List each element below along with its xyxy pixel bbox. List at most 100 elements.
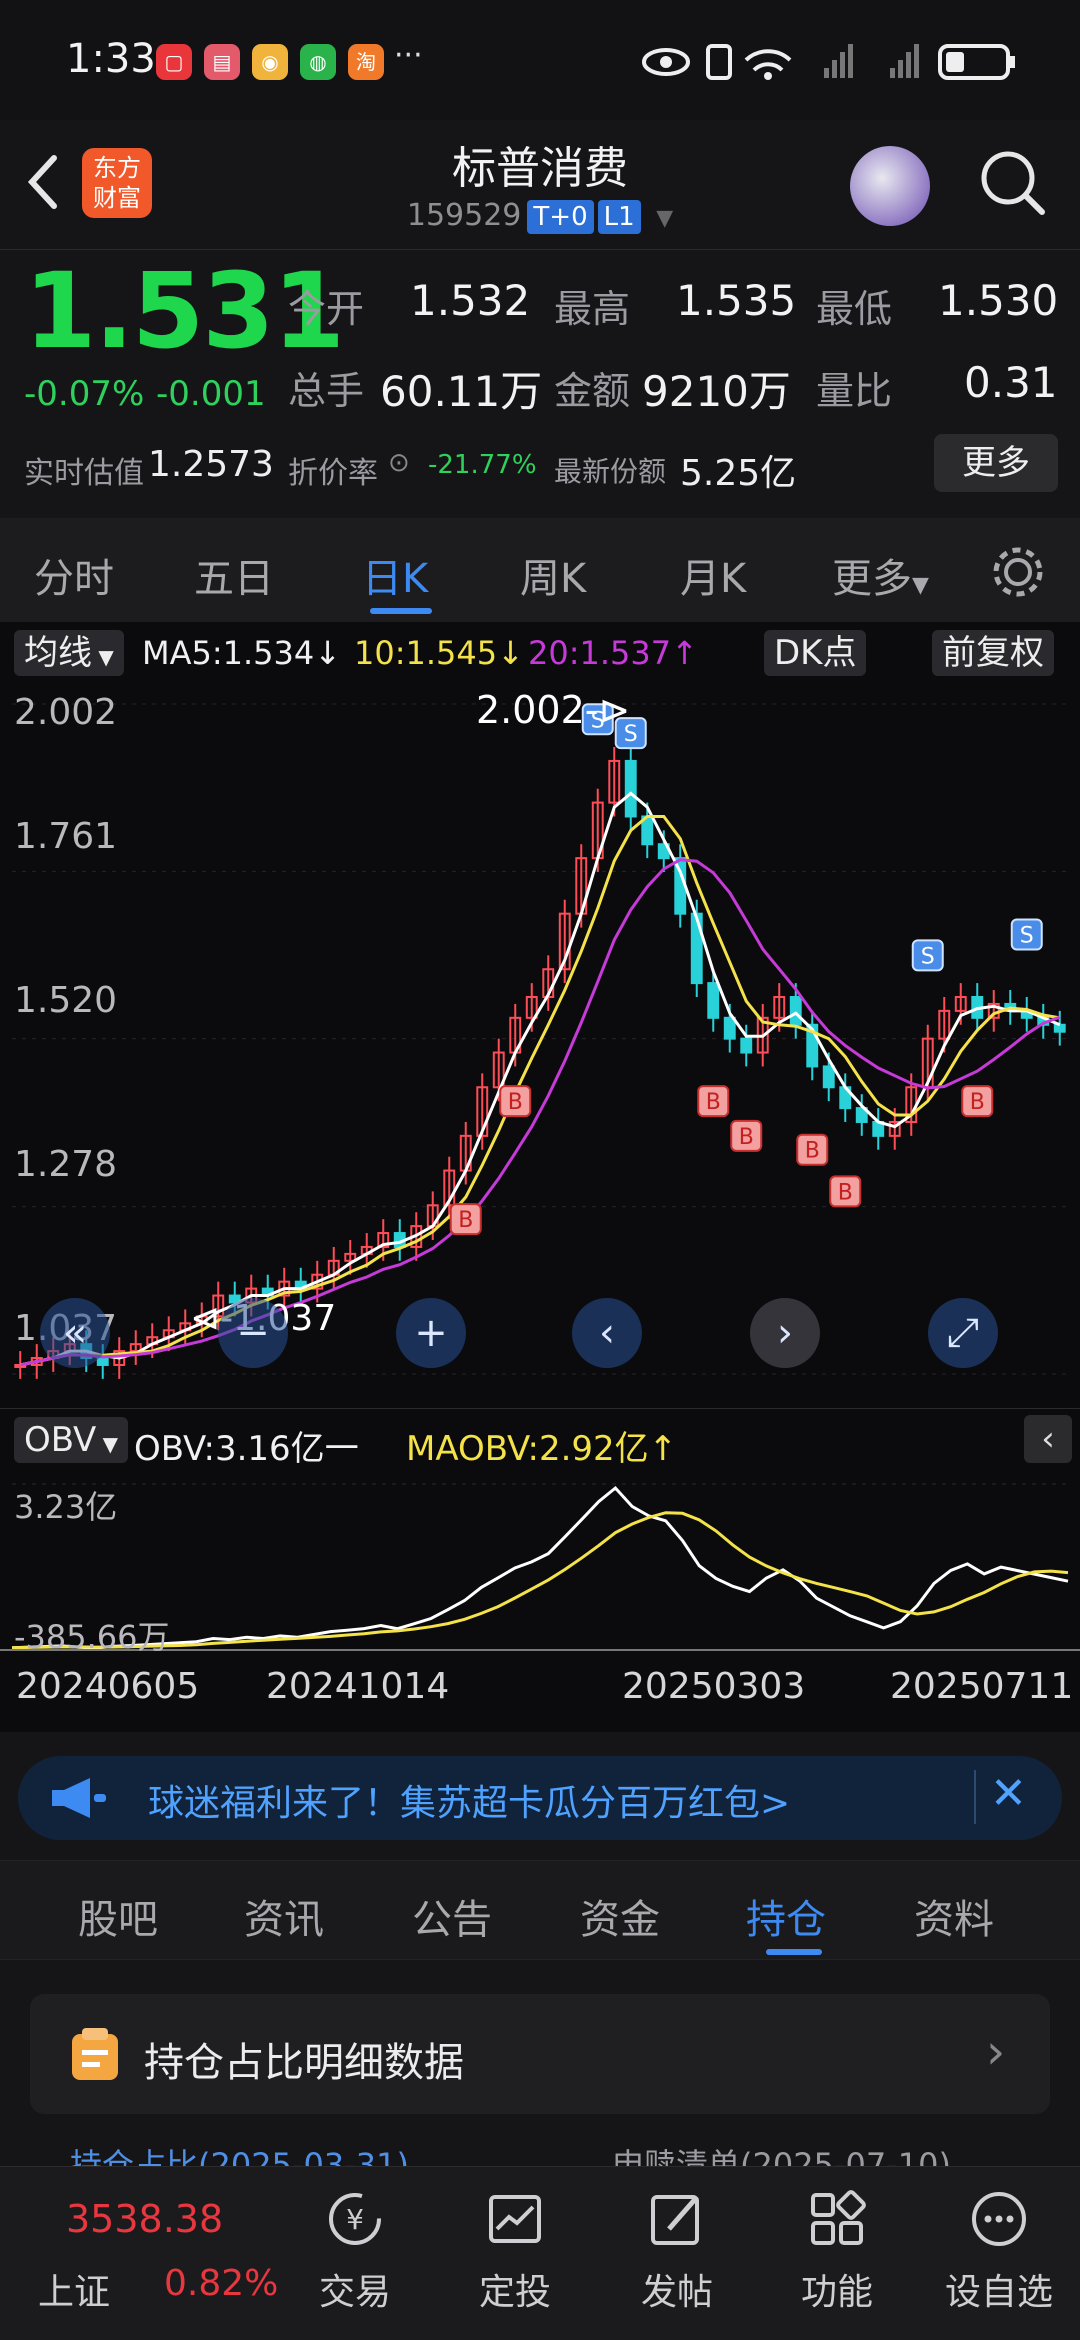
obv-select[interactable]: OBV ▼ xyxy=(14,1417,129,1463)
fullscreen-icon[interactable]: ⤢ xyxy=(928,1298,998,1368)
nav-trade[interactable]: ¥ 交易 xyxy=(280,2167,430,2340)
buy-marker xyxy=(499,1085,532,1118)
nav-functions[interactable]: 功能 xyxy=(762,2167,912,2340)
candle-body xyxy=(822,1065,835,1089)
info-icon[interactable]: ⊙ xyxy=(388,448,410,478)
buy-marker-letter: B xyxy=(970,1090,985,1115)
pan-left-icon[interactable]: ‹ xyxy=(572,1298,642,1368)
index-value[interactable]: 3538.38 xyxy=(66,2197,224,2241)
tab-five-day[interactable]: 五日 xyxy=(194,556,274,602)
search-icon[interactable] xyxy=(978,148,1048,218)
megaphone-icon xyxy=(52,1778,106,1818)
ma20-line xyxy=(19,858,1061,1367)
tab-news[interactable]: 资讯 xyxy=(244,1897,324,1943)
settings-gear-icon[interactable] xyxy=(988,542,1048,602)
tab-announcements[interactable]: 公告 xyxy=(412,1897,492,1943)
tab-weekly-k[interactable]: 周K xyxy=(520,556,587,602)
buy-marker-letter: B xyxy=(458,1208,473,1233)
iopv-label: 实时估值 xyxy=(24,456,144,491)
stock-code-row[interactable]: 159529 T+0 L1 ▼ xyxy=(0,198,1080,234)
back-arrow-icon[interactable] xyxy=(22,152,62,212)
watchlist-dots-icon xyxy=(972,2192,1026,2246)
status-bar: 1:33 ▢ ▤ ◉ ◍ 淘 ··· xyxy=(0,0,1080,120)
caret-down-icon: ▼ xyxy=(912,573,929,598)
candle-body xyxy=(723,1016,736,1040)
tab-monthly-k[interactable]: 月K xyxy=(680,556,747,602)
index-name[interactable]: 上证 xyxy=(38,2272,111,2313)
y-tick-label: 2.002 xyxy=(14,692,118,733)
page-title[interactable]: 标普消费 xyxy=(452,143,628,194)
nav-watchlist-label: 设自选 xyxy=(944,2272,1053,2313)
collapse-arrow-icon[interactable]: ‹ xyxy=(1024,1415,1072,1463)
caret-down-icon: ▼ xyxy=(92,645,114,669)
index-change[interactable]: 0.82% xyxy=(164,2263,279,2304)
tab-holdings[interactable]: 持仓 xyxy=(746,1897,826,1943)
amount-value: 9210万 xyxy=(642,367,791,416)
low-value: 1.530 xyxy=(938,276,1059,325)
status-time: 1:33 xyxy=(66,36,156,82)
buy-marker-letter: B xyxy=(838,1180,853,1205)
adjust-button[interactable]: 前复权 xyxy=(932,630,1054,676)
candle-body xyxy=(707,982,720,1019)
tab-profile[interactable]: 资料 xyxy=(914,1897,994,1943)
discount-label: 折价率 xyxy=(288,456,378,491)
tab-intraday[interactable]: 分时 xyxy=(34,556,114,602)
candle-body xyxy=(938,1009,951,1040)
close-icon[interactable]: ✕ xyxy=(990,1768,1027,1819)
sell-marker xyxy=(1010,918,1043,951)
nav-post[interactable]: 发帖 xyxy=(602,2167,752,2340)
dk-point-button[interactable]: DK点 xyxy=(764,630,867,676)
weibo-app-icon: ◉ xyxy=(252,44,288,80)
obv-top-tick: 3.23亿 xyxy=(14,1488,118,1526)
kline-chart-panel[interactable]: 均线 ▼ MA5:1.534↓ 10:1.545↓ 20:1.537↑ DK点 … xyxy=(0,622,1080,1732)
eastmoney-logo[interactable]: 东方财富 xyxy=(82,148,152,218)
buy-marker-letter: B xyxy=(739,1125,754,1150)
tab-more[interactable]: 更多▼ xyxy=(832,546,929,604)
rewind-icon[interactable]: « xyxy=(40,1298,110,1368)
maobv-line xyxy=(11,1511,1069,1650)
info-tabs: 股吧 资讯 公告 资金 持仓 资料 xyxy=(0,1860,1080,1960)
nav-post-label: 发帖 xyxy=(640,2272,713,2313)
open-value: 1.532 xyxy=(410,276,531,325)
holdings-detail-card[interactable]: 持仓占比明细数据 › xyxy=(30,1994,1050,2114)
pan-right-icon[interactable]: › xyxy=(750,1298,820,1368)
yuan-cycle-icon: ¥ xyxy=(329,2193,381,2245)
wechat-app-icon: ◍ xyxy=(300,44,336,80)
open-label: 今开 xyxy=(288,287,365,331)
banner-divider xyxy=(974,1770,976,1824)
buy-marker xyxy=(730,1119,763,1152)
chevron-right-icon: › xyxy=(986,2024,1006,2080)
tab-underline xyxy=(370,608,432,614)
zoom-out-icon[interactable]: − xyxy=(218,1298,288,1368)
zoom-in-icon[interactable]: + xyxy=(396,1298,466,1368)
candle-body xyxy=(740,1037,753,1054)
tab-guba[interactable]: 股吧 xyxy=(78,1897,158,1943)
tab-daily-k[interactable]: 日K xyxy=(362,556,429,602)
banner-text[interactable]: 球迷福利来了！集苏超卡瓜分百万红包> xyxy=(148,1783,791,1824)
candle-body xyxy=(525,995,538,1019)
nav-watchlist[interactable]: 设自选 xyxy=(924,2167,1074,2340)
amount-label: 金额 xyxy=(554,369,631,413)
promo-banner[interactable]: 球迷福利来了！集苏超卡瓜分百万红包> ✕ xyxy=(18,1756,1062,1840)
indicator-select[interactable]: 均线 ▼ xyxy=(14,630,124,676)
nav-invest-plan-label: 定投 xyxy=(478,2272,551,2313)
ma5-label: MA5:1.534↓ xyxy=(142,634,342,672)
shares-value: 5.25亿 xyxy=(680,453,797,494)
nav-invest-plan[interactable]: 定投 xyxy=(440,2167,590,2340)
candle-body xyxy=(608,759,621,804)
high-label: 最高 xyxy=(554,287,631,331)
caret-down-icon: ▼ xyxy=(96,1432,119,1456)
volume-ratio-value: 0.31 xyxy=(964,358,1058,407)
tab-funds[interactable]: 资金 xyxy=(580,1897,660,1943)
grid-apps-icon xyxy=(811,2190,866,2245)
obv-plot[interactable] xyxy=(0,1472,1080,1662)
sell-marker-letter: S xyxy=(921,944,935,969)
max-price-value: 2.002 xyxy=(476,688,585,732)
nav-functions-label: 功能 xyxy=(800,2272,873,2313)
candle-body xyxy=(311,1273,324,1290)
sell-marker xyxy=(911,939,944,972)
obv-value: OBV:3.16亿一 xyxy=(134,1429,359,1469)
more-button[interactable]: 更多 xyxy=(934,434,1058,492)
robot-assistant-icon[interactable] xyxy=(850,146,930,226)
